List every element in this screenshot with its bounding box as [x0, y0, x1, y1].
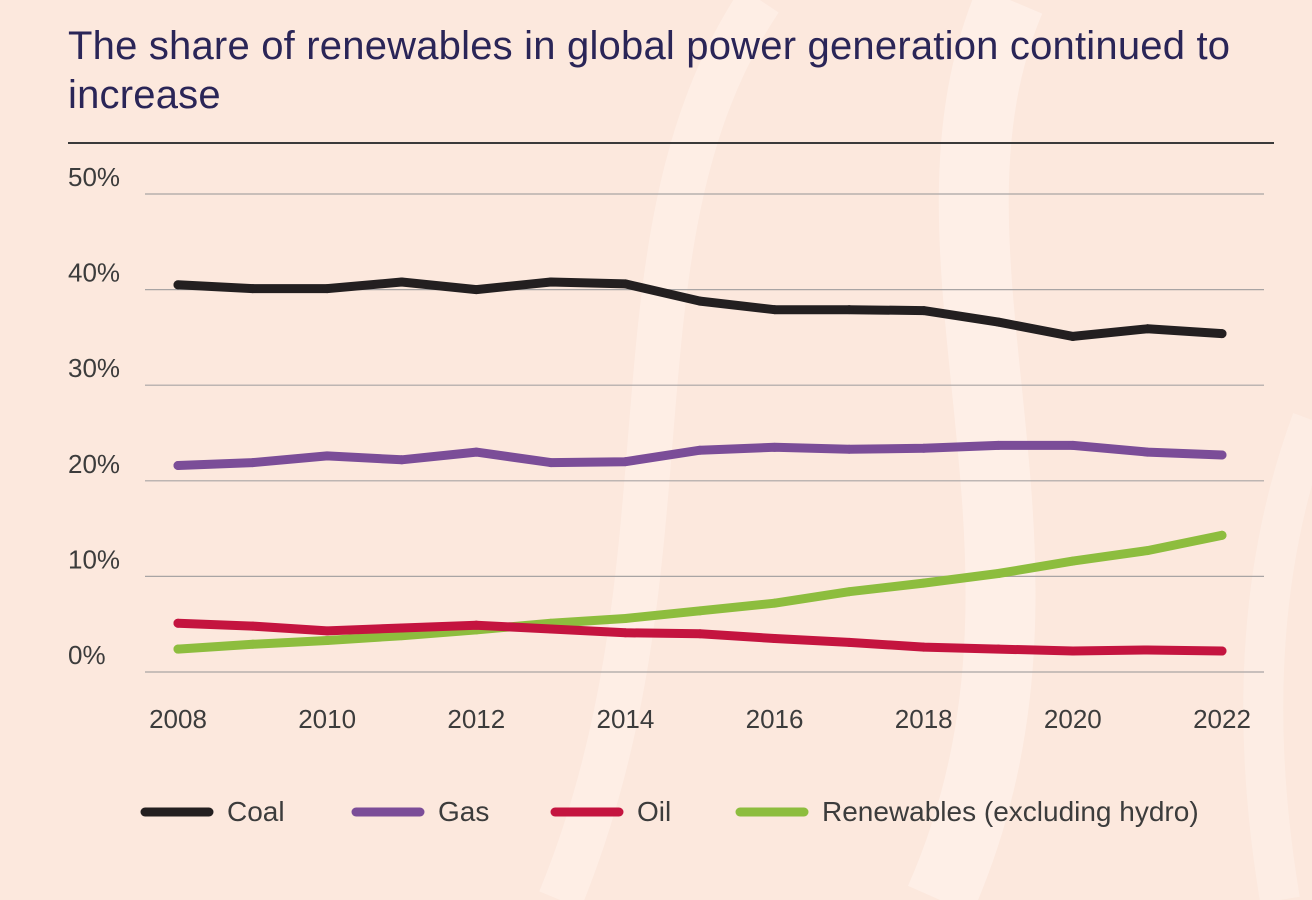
data-point [1217, 450, 1227, 460]
data-point [322, 635, 332, 645]
x-axis-ticks: 2008 2010 2012 2014 2016 2018 2020 2022 [149, 704, 1251, 734]
data-point [695, 629, 705, 639]
data-point [1217, 646, 1227, 656]
data-point [322, 284, 332, 294]
data-point [620, 628, 630, 638]
series-oil [173, 618, 1227, 656]
legend-label: Oil [637, 796, 671, 827]
data-point [471, 447, 481, 457]
x-tick-label: 2022 [1193, 704, 1251, 734]
data-point [770, 305, 780, 315]
data-point [770, 598, 780, 608]
x-tick-label: 2008 [149, 704, 207, 734]
data-point [397, 455, 407, 465]
data-point [1142, 546, 1152, 556]
data-point [471, 285, 481, 295]
legend-item-gas: Gas [351, 796, 489, 827]
data-point [1068, 331, 1078, 341]
data-point [546, 277, 556, 287]
data-point [1068, 556, 1078, 566]
series-gas [173, 440, 1227, 471]
data-point [173, 644, 183, 654]
legend-item-oil: Oil [550, 796, 671, 827]
legend: Coal Gas Oil Renewables (excluding hydro) [140, 796, 1199, 827]
data-point [173, 618, 183, 628]
data-point [993, 440, 1003, 450]
data-point [546, 458, 556, 468]
data-point [620, 279, 630, 289]
legend-label: Coal [227, 796, 285, 827]
y-tick-label: 20% [68, 449, 120, 479]
chart-title: The share of renewables in global power … [68, 24, 1231, 117]
data-point [993, 317, 1003, 327]
data-point [919, 578, 929, 588]
data-point [844, 444, 854, 454]
legend-item-coal: Coal [140, 796, 285, 827]
data-point [919, 642, 929, 652]
data-point [397, 277, 407, 287]
data-point [1142, 324, 1152, 334]
y-tick-label: 50% [68, 162, 120, 192]
x-tick-label: 2018 [895, 704, 953, 734]
data-point [1142, 447, 1152, 457]
data-point [248, 284, 258, 294]
data-point [770, 634, 780, 644]
data-point [1068, 646, 1078, 656]
y-axis-ticks: 0% 10% 20% 30% 40% 50% [68, 162, 120, 670]
data-point [1142, 645, 1152, 655]
x-tick-label: 2014 [597, 704, 655, 734]
data-point [173, 461, 183, 471]
data-point [844, 587, 854, 597]
data-point [844, 305, 854, 315]
data-point [546, 624, 556, 634]
y-tick-label: 0% [68, 640, 106, 670]
series-layer [173, 277, 1227, 656]
legend-item-renewables: Renewables (excluding hydro) [735, 796, 1199, 827]
data-point [620, 457, 630, 467]
data-point [770, 442, 780, 452]
data-point [248, 621, 258, 631]
y-tick-label: 40% [68, 258, 120, 288]
data-point [1217, 329, 1227, 339]
data-point [322, 626, 332, 636]
data-point [322, 451, 332, 461]
data-point [248, 639, 258, 649]
legend-label: Gas [438, 796, 489, 827]
y-tick-label: 30% [68, 353, 120, 383]
data-point [695, 606, 705, 616]
data-point [993, 644, 1003, 654]
x-tick-label: 2020 [1044, 704, 1102, 734]
y-tick-label: 10% [68, 544, 120, 574]
x-tick-label: 2012 [447, 704, 505, 734]
data-point [844, 637, 854, 647]
data-point [173, 280, 183, 290]
data-point [1217, 530, 1227, 540]
data-point [620, 613, 630, 623]
series-coal [173, 277, 1227, 341]
grid-layer [145, 193, 1264, 673]
data-point [471, 620, 481, 630]
data-point [695, 445, 705, 455]
data-point [397, 623, 407, 633]
data-point [919, 306, 929, 316]
data-point [248, 458, 258, 468]
data-point [993, 569, 1003, 579]
x-tick-label: 2016 [746, 704, 804, 734]
title-divider [68, 142, 1274, 144]
x-tick-label: 2010 [298, 704, 356, 734]
data-point [397, 631, 407, 641]
data-point [695, 296, 705, 306]
data-point [1068, 440, 1078, 450]
legend-label: Renewables (excluding hydro) [822, 796, 1199, 827]
data-point [919, 443, 929, 453]
